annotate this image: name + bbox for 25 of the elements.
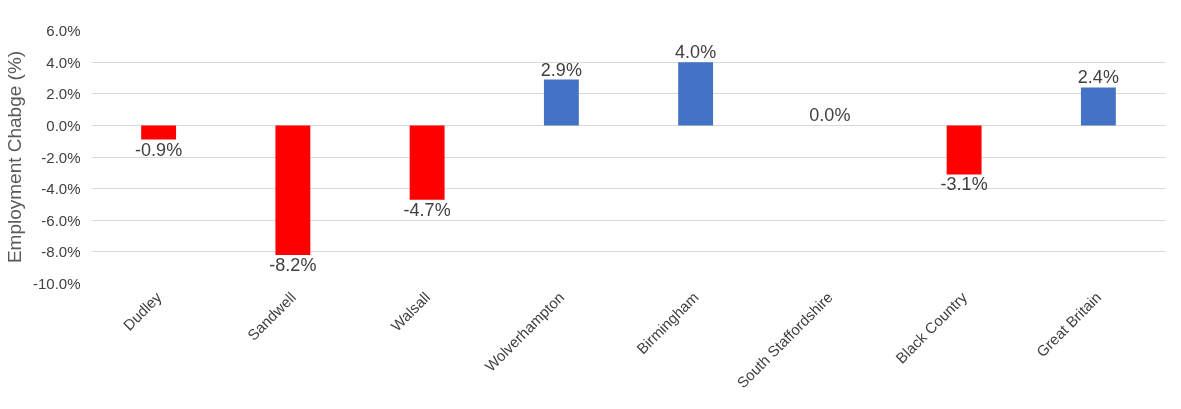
data-label: 2.9% (540, 59, 582, 80)
y-tick-label: -4.0% (41, 180, 81, 198)
data-label: 4.0% (675, 42, 717, 63)
data-label: -4.7% (403, 199, 451, 220)
data-label: -8.2% (269, 255, 317, 276)
bar (275, 125, 311, 256)
bar (543, 79, 579, 126)
y-tick-label: 4.0% (46, 53, 81, 71)
bar (409, 125, 445, 200)
y-axis-title: Employment Chabge (%) (3, 50, 25, 264)
data-label: 2.4% (1077, 67, 1119, 88)
data-label: -3.1% (940, 174, 988, 195)
y-tick-label: -10.0% (32, 275, 81, 292)
data-label: -0.9% (135, 139, 183, 160)
y-tick-label: -8.0% (41, 243, 81, 261)
data-label: 0.0% (809, 105, 851, 126)
bar (1080, 87, 1116, 126)
bar (141, 125, 177, 140)
y-tick-label: -6.0% (41, 211, 81, 229)
y-tick-label: 2.0% (46, 85, 81, 103)
y-tick-label: 0.0% (46, 116, 81, 134)
bar (678, 62, 714, 126)
y-tick-label: 6.0% (46, 22, 81, 39)
y-tick-label: -2.0% (41, 148, 81, 166)
bar (946, 125, 982, 175)
